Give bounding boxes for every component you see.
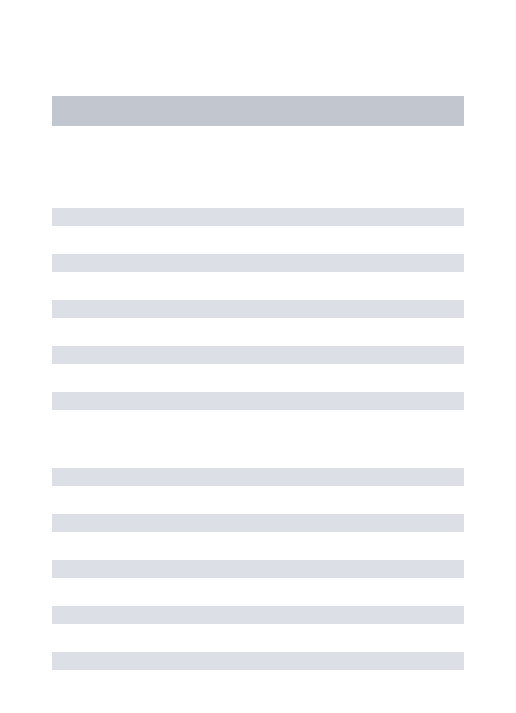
text-line-placeholder — [52, 560, 464, 578]
paragraph-section-1 — [52, 208, 464, 410]
text-line-placeholder — [52, 346, 464, 364]
paragraph-section-2 — [52, 468, 464, 670]
text-line-placeholder — [52, 300, 464, 318]
text-line-placeholder — [52, 208, 464, 226]
skeleton-container — [0, 0, 516, 670]
text-line-placeholder — [52, 652, 464, 670]
text-line-placeholder — [52, 392, 464, 410]
section-gap — [52, 438, 464, 468]
title-placeholder — [52, 96, 464, 126]
text-line-placeholder — [52, 514, 464, 532]
text-line-placeholder — [52, 606, 464, 624]
text-line-placeholder — [52, 254, 464, 272]
text-line-placeholder — [52, 468, 464, 486]
